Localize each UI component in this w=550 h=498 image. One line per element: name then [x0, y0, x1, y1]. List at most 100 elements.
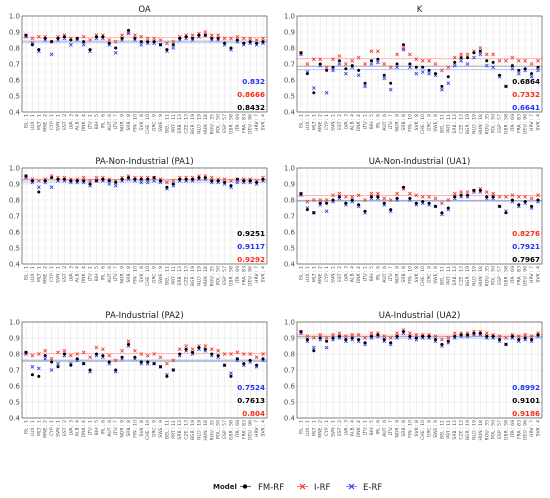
point-i-rf: [382, 334, 387, 339]
x-tick-label: FIN : 10: [132, 114, 138, 132]
panel-border: [21, 321, 268, 419]
x-tick-label: BIH : 5: [369, 266, 375, 281]
point-i-rf: [318, 198, 323, 202]
point-fm-rf: [171, 368, 175, 372]
point-i-rf: [414, 193, 419, 198]
point-i-rf: [216, 33, 221, 38]
x-tick-label: AUT : 6: [107, 420, 113, 437]
point-i-rf: [529, 334, 534, 339]
point-fm-rf: [523, 67, 527, 71]
point-fm-rf: [536, 65, 540, 69]
point-fm-rf: [107, 41, 111, 45]
point-fm-rf: [146, 177, 150, 181]
point-e-rf: [516, 71, 521, 76]
point-fm-rf: [325, 68, 329, 72]
point-i-rf: [433, 196, 438, 201]
point-e-rf: [452, 63, 457, 68]
point-i-rf: [363, 62, 367, 66]
x-tick-label: NOR : 9: [120, 114, 126, 132]
point-i-rf: [203, 30, 208, 34]
stat-value: 0.6641: [512, 103, 540, 112]
point-fm-rf: [43, 36, 47, 40]
point-fm-rf: [69, 363, 73, 367]
x-tick-label: ESP : 57: [497, 114, 503, 133]
point-i-rf: [465, 190, 470, 194]
x-tick-label: HRV : 7: [254, 420, 260, 437]
point-fm-rf: [152, 40, 156, 44]
point-fm-rf: [75, 179, 79, 183]
point-fm-rf: [446, 339, 450, 343]
point-fm-rf: [459, 333, 463, 337]
y-tick-label: 0.9: [9, 28, 20, 36]
point-i-rf: [446, 198, 451, 202]
point-i-rf: [120, 348, 124, 353]
y-tick-label: 1.0: [9, 164, 20, 172]
point-i-rf: [401, 46, 406, 50]
point-i-rf: [408, 52, 412, 57]
x-tick-label: IRL : 6: [375, 114, 381, 129]
point-e-rf: [440, 87, 444, 92]
point-i-rf: [152, 352, 156, 356]
x-tick-label: LVA : 3: [68, 420, 74, 436]
x-tick-label: LUX : 1: [30, 114, 36, 130]
point-e-rf: [36, 366, 41, 371]
y-tick-label: 0.5: [9, 244, 20, 252]
point-e-rf: [536, 68, 540, 73]
stat-value: 0.8276: [512, 229, 540, 238]
y-tick-label: 0.4: [9, 108, 21, 116]
point-i-rf: [484, 190, 489, 194]
point-fm-rf: [210, 179, 214, 183]
point-i-rf: [158, 355, 163, 360]
x-tick-label: LUX : 1: [30, 420, 36, 436]
x-tick-label: GRC : 9: [152, 266, 158, 283]
point-e-rf: [478, 52, 483, 57]
point-e-rf: [139, 180, 144, 185]
point-fm-rf: [517, 68, 521, 72]
x-tick-label: NLD : 19: [196, 114, 202, 134]
x-tick-label: DNK : 4: [81, 266, 87, 283]
x-tick-label: GBR : 58: [503, 266, 509, 286]
stat-value: 0.8666: [237, 90, 265, 99]
x-tick-label: ALB : 4: [350, 420, 356, 436]
y-tick-label: 0.6: [9, 76, 21, 84]
panel-3: PA-Non-Industrial (PA1) 0.4 0.5 0.6 0.7 0.8 0.…: [9, 157, 268, 287]
x-tick-label: SWE : 9: [158, 114, 164, 132]
legend-marker-i-rf: [297, 483, 308, 490]
point-fm-rf: [536, 333, 540, 337]
point-i-rf: [497, 334, 502, 339]
point-fm-rf: [312, 211, 316, 215]
point-i-rf: [94, 345, 99, 350]
x-tick-label: SVK : 8: [139, 420, 145, 437]
x-tick-label: SVK : 8: [414, 266, 420, 283]
point-i-rf: [305, 334, 310, 339]
point-i-rf: [49, 356, 54, 361]
x-tick-label: DNK : 4: [81, 420, 87, 437]
x-tick-label: GBR : 58: [503, 420, 509, 440]
panel-title: UA-Non-Industrial (UA1): [369, 157, 471, 167]
point-e-rf: [484, 63, 489, 68]
point-i-rf: [343, 194, 348, 199]
point-i-rf: [94, 175, 99, 180]
panel-1: OA 0.4 0.5 0.6 0.7 0.8 0.9 1.0 ISL : 1 LUX : 1 MLT…: [9, 5, 268, 135]
point-fm-rf: [376, 333, 380, 337]
stat-value: 0.6864: [512, 77, 540, 86]
point-fm-rf: [440, 342, 444, 346]
point-i-rf: [331, 332, 335, 337]
x-tick-label: CHE : 10: [420, 420, 426, 440]
point-i-rf: [478, 46, 483, 50]
point-e-rf: [388, 87, 393, 92]
x-tick-label: BIH : 5: [94, 266, 100, 281]
point-i-rf: [363, 198, 367, 202]
point-i-rf: [145, 353, 150, 358]
y-tick-label: 1.0: [284, 12, 295, 20]
point-fm-rf: [523, 336, 527, 340]
point-e-rf: [395, 65, 399, 70]
x-tick-label: BGR : 19: [190, 266, 196, 286]
x-tick-label: PRT : 11: [171, 266, 177, 285]
point-i-rf: [331, 193, 335, 198]
point-i-rf: [318, 332, 323, 337]
y-tick-label: 0.5: [9, 398, 20, 406]
x-tick-label: SRB : 13: [177, 114, 183, 134]
point-e-rf: [491, 65, 496, 70]
x-tick-label: NOR : 9: [395, 114, 401, 132]
